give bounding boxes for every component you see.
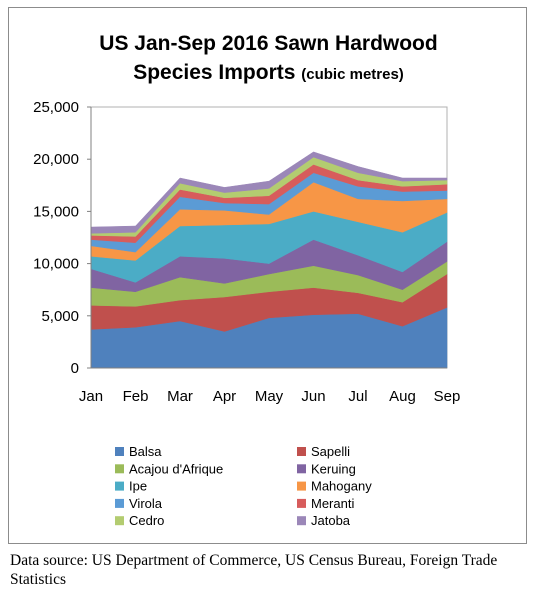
legend-swatch-mahogany [297,481,306,491]
y-tick-label: 15,000 [33,203,79,220]
x-tick-label: Feb [123,388,149,405]
legend-label-balsa: Balsa [129,444,162,459]
x-tick-label: Jan [79,388,103,405]
chart-frame: US Jan-Sep 2016 Sawn Hardwood Species Im… [8,7,527,544]
chart-title: US Jan-Sep 2016 Sawn Hardwood [99,32,438,55]
legend-label-sapelli: Sapelli [311,444,350,459]
x-tick-label: Aug [389,388,416,405]
legend-swatch-virola [115,498,124,508]
x-tick-label: Sep [434,388,461,405]
legend-swatch-balsa [115,447,124,456]
legend-label-acajou-d-afrique: Acajou d'Afrique [129,461,223,476]
y-tick-label: 25,000 [33,99,79,116]
legend-label-meranti: Meranti [311,496,354,511]
y-tick-label: 0 [71,360,79,377]
legend-label-virola: Virola [129,496,163,511]
legend-label-jatoba: Jatoba [311,513,351,528]
legend-label-keruing: Keruing [311,461,356,476]
x-tick-label: Apr [213,388,236,405]
x-tick-label: Mar [167,388,193,405]
legend-label-ipe: Ipe [129,479,147,494]
legend-swatch-acajou-d-afrique [115,464,124,474]
x-tick-label: Jun [301,388,325,405]
legend-swatch-jatoba [297,516,306,526]
x-tick-label: Jul [348,388,367,405]
legend-label-cedro: Cedro [129,513,164,528]
legend-swatch-sapelli [297,447,306,456]
legend-swatch-meranti [297,498,306,508]
y-tick-label: 5,000 [41,308,79,325]
chart-title-line-2: Species Imports (cubic metres) [9,61,528,85]
legend-label-mahogany: Mahogany [311,479,372,494]
area-series-jatoba [90,151,448,234]
chart-title-second-line: Species Imports [133,61,296,84]
source-note: Data source: US Department of Commerce, … [10,552,498,588]
chart-plot: 0 5,000 10,000 15,000 20,000 25,000 Jan Feb Mar A… [33,99,461,528]
y-tick-label: 10,000 [33,256,79,273]
y-tick-label: 20,000 [33,151,79,168]
chart-unit: (cubic metres) [301,66,404,83]
legend-swatch-cedro [115,516,124,526]
x-tick-label: May [255,388,284,405]
legend-swatch-keruing [297,464,306,474]
legend-swatch-ipe [115,481,124,491]
